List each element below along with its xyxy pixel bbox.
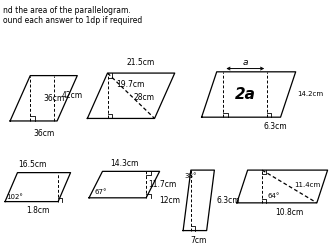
Text: 16.5cm: 16.5cm	[18, 160, 46, 169]
Text: 36cm: 36cm	[44, 94, 65, 103]
Text: 36cm: 36cm	[33, 129, 54, 138]
Text: 38°: 38°	[184, 173, 197, 179]
Text: 2a: 2a	[235, 87, 256, 102]
Text: 11.7cm: 11.7cm	[148, 180, 176, 189]
Text: 1.8cm: 1.8cm	[26, 206, 49, 215]
Text: 64°: 64°	[267, 193, 280, 199]
Text: 19.7cm: 19.7cm	[116, 80, 144, 89]
Text: 67°: 67°	[94, 189, 107, 195]
Text: 28cm: 28cm	[134, 92, 155, 102]
Text: 7cm: 7cm	[190, 236, 206, 245]
Text: ound each answer to 1dp if required: ound each answer to 1dp if required	[3, 16, 142, 25]
Text: 12cm: 12cm	[159, 196, 180, 205]
Text: 6.3cm: 6.3cm	[216, 196, 240, 205]
Text: 11.4cm: 11.4cm	[294, 182, 320, 188]
Text: 14.2cm: 14.2cm	[297, 91, 324, 98]
Text: 6.3cm: 6.3cm	[264, 122, 287, 131]
Text: 14.3cm: 14.3cm	[110, 159, 138, 168]
Text: 10.8cm: 10.8cm	[276, 208, 304, 217]
Text: 42cm: 42cm	[61, 91, 82, 100]
Text: 102°: 102°	[6, 194, 23, 200]
Text: 21.5cm: 21.5cm	[127, 58, 155, 67]
Text: a: a	[243, 58, 248, 67]
Text: nd the area of the parallelogram.: nd the area of the parallelogram.	[3, 6, 131, 15]
